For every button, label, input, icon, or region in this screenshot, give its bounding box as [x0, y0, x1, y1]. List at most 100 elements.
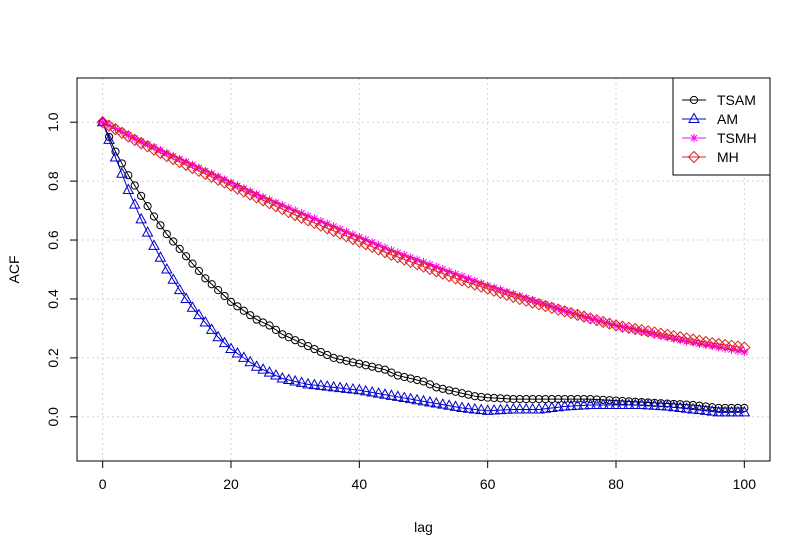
legend-entry-am: AM: [682, 111, 738, 127]
data-point-am-29: [282, 373, 295, 384]
data-point-tsam-13: [181, 252, 191, 261]
data-point-mh-64: [507, 290, 520, 304]
data-point-tsam-85: [643, 398, 653, 407]
data-point-am-43: [372, 387, 385, 398]
legend-box: [672, 77, 771, 176]
data-point-tsam-80: [611, 396, 621, 405]
data-point-tsmh-91: [682, 337, 691, 346]
data-point-tsmh-89: [669, 334, 678, 343]
data-point-tsmh-86: [650, 330, 659, 339]
data-point-mh-19: [218, 176, 231, 189]
y-axis-title: ACF: [6, 256, 22, 284]
data-point-mh-25: [256, 194, 270, 207]
data-point-am-12: [173, 283, 186, 295]
data-point-am-80: [610, 398, 622, 410]
data-point-am-40: [353, 383, 366, 395]
data-point-am-73: [565, 399, 577, 411]
data-point-mh-11: [167, 152, 180, 166]
data-point-mh-31: [295, 211, 308, 224]
data-point-tsmh-26: [265, 195, 274, 205]
data-point-tsmh-68: [534, 298, 544, 307]
data-point-tsmh-94: [701, 340, 711, 350]
data-point-tsam-78: [599, 395, 608, 404]
data-point-tsmh-62: [496, 285, 505, 295]
data-point-mh-14: [186, 161, 199, 175]
data-point-tsam-7: [143, 202, 152, 211]
data-point-am-78: [597, 398, 610, 410]
data-point-tsmh-29: [284, 203, 293, 213]
y-tick-label-2: 0.4: [45, 289, 61, 309]
data-point-mh-39: [346, 232, 360, 246]
data-point-tsam-38: [342, 356, 351, 365]
y-tick-label-0: 0.0: [45, 407, 61, 427]
data-point-tsam-12: [175, 244, 184, 253]
data-point-tsam-72: [560, 395, 569, 404]
data-point-tsam-9: [156, 221, 165, 230]
data-point-tsam-87: [656, 399, 666, 408]
data-point-am-59: [475, 403, 488, 415]
data-point-am-64: [507, 402, 520, 414]
data-point-mh-26: [263, 197, 276, 210]
data-point-mh-4: [122, 130, 135, 143]
data-point-am-31: [295, 376, 308, 387]
data-point-am-55: [449, 400, 462, 411]
legend-label-tsmh: TSMH: [717, 130, 757, 146]
data-point-tsmh-82: [624, 324, 634, 333]
data-point-am-34: [314, 379, 327, 390]
data-point-mh-57: [462, 276, 475, 289]
data-point-am-93: [693, 403, 706, 415]
data-point-mh-41: [359, 237, 372, 251]
data-point-tsam-94: [701, 402, 710, 411]
data-point-tsam-97: [720, 403, 730, 413]
legend: TSAM AM TSMH MH: [672, 77, 771, 176]
data-point-mh-70: [545, 301, 559, 315]
data-point-tsmh-5: [130, 134, 139, 143]
data-point-am-16: [199, 316, 212, 327]
data-point-tsam-10: [162, 230, 171, 239]
data-point-am-28: [276, 371, 289, 383]
x-tick-label-5: 100: [733, 476, 757, 492]
data-point-tsmh-67: [528, 295, 537, 305]
data-point-am-42: [366, 385, 379, 397]
data-point-mh-29: [282, 205, 295, 219]
data-point-tsmh-92: [688, 338, 698, 347]
data-point-tsmh-31: [297, 209, 306, 218]
data-point-tsmh-32: [303, 211, 313, 221]
data-point-am-57: [462, 402, 475, 413]
data-point-am-90: [674, 401, 687, 412]
data-point-tsmh-50: [419, 257, 428, 267]
data-point-am-4: [122, 183, 135, 194]
data-point-tsmh-44: [380, 243, 390, 252]
data-point-tsmh-43: [374, 240, 383, 250]
series-mh: [96, 115, 751, 354]
data-point-tsmh-37: [335, 224, 345, 234]
data-point-tsam-15: [194, 266, 204, 276]
data-point-tsam-84: [637, 397, 646, 407]
data-point-tsmh-15: [194, 163, 204, 173]
data-point-mh-28: [276, 202, 289, 216]
data-point-tsmh-8: [149, 143, 159, 152]
series-line-tsam: [102, 121, 745, 409]
data-point-am-1: [103, 133, 115, 144]
data-point-am-25: [257, 363, 269, 374]
data-point-mh-20: [224, 179, 238, 192]
legend-label-tsam: TSAM: [717, 92, 756, 108]
data-point-tsam-4: [124, 171, 133, 180]
data-point-am-48: [404, 392, 417, 404]
data-point-tsam-39: [348, 358, 358, 367]
data-point-tsmh-35: [323, 219, 332, 229]
data-point-tsam-77: [592, 395, 601, 404]
data-point-am-36: [327, 380, 340, 392]
data-point-tsmh-6: [136, 137, 146, 146]
data-point-am-63: [501, 403, 513, 414]
data-point-am-44: [379, 388, 391, 399]
data-point-tsam-53: [438, 384, 447, 393]
data-point-tsmh-46: [393, 248, 403, 257]
data-point-tsam-5: [130, 181, 139, 190]
data-point-mh-12: [173, 155, 186, 169]
data-point-tsam-36: [329, 353, 338, 362]
data-point-mh-8: [147, 143, 161, 156]
data-point-am-33: [308, 378, 321, 390]
data-point-am-9: [154, 251, 167, 262]
grid: [77, 78, 770, 461]
